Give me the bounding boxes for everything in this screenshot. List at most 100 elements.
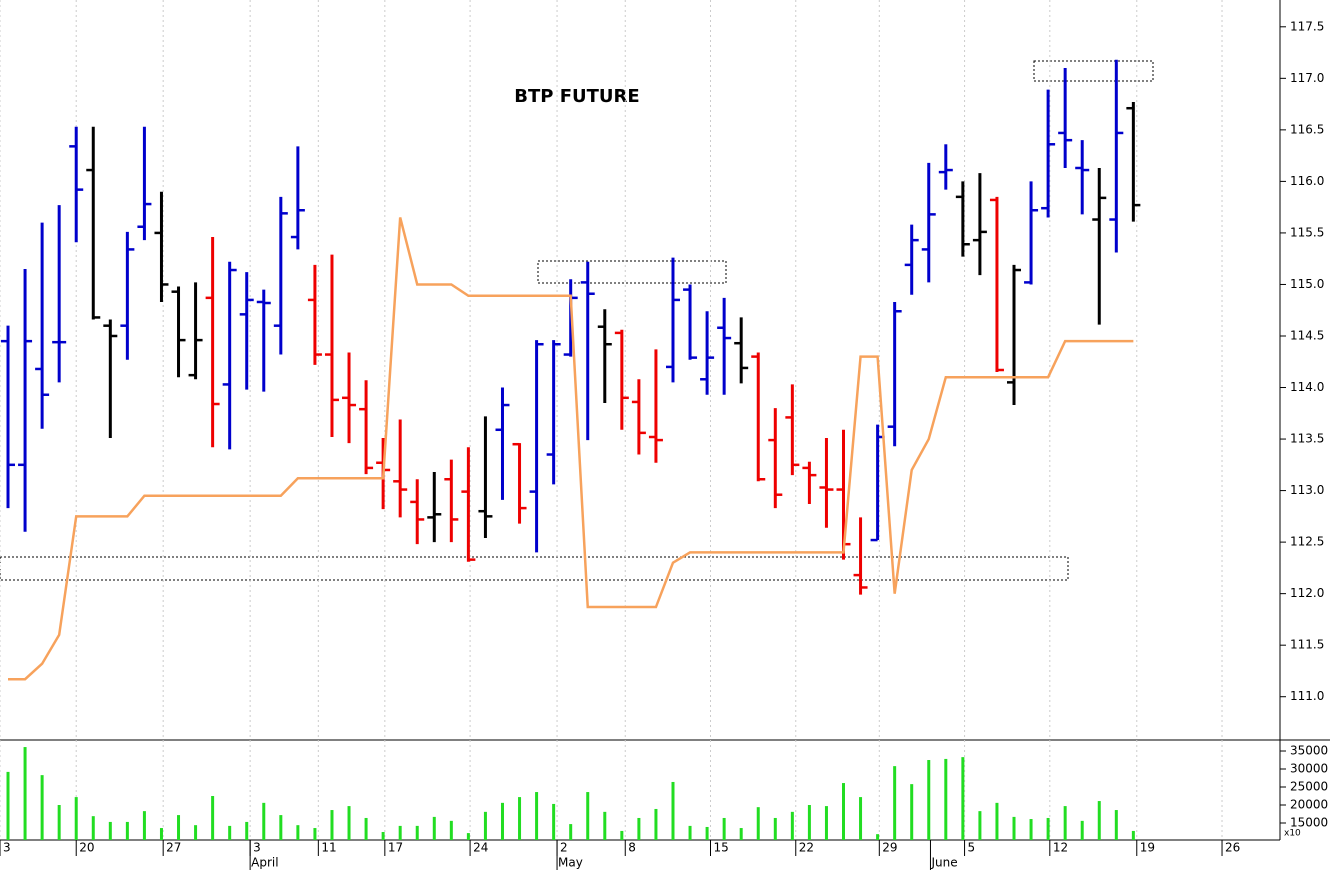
volume-bar [569, 824, 573, 840]
y-tick-label: 117.5 [1290, 19, 1324, 33]
x-tick-label: 19 [1140, 841, 1155, 855]
volume-bar [842, 783, 846, 840]
volume-bar [756, 807, 760, 840]
volume-bar [1080, 820, 1084, 840]
volume-bar [773, 817, 777, 840]
volume-bar [347, 806, 351, 840]
x-tick-label: 29 [882, 841, 897, 855]
volume-bar [637, 817, 641, 840]
volume-note: x10 [1284, 829, 1301, 839]
volume-bar [1097, 801, 1101, 840]
volume-bar [1114, 810, 1118, 840]
volume-bar [466, 833, 470, 840]
y-tick-label: 111.5 [1290, 638, 1324, 652]
volume-bar [500, 802, 504, 840]
volume-bar [296, 825, 300, 840]
volume-bar [1131, 830, 1135, 840]
month-label: June [930, 856, 957, 870]
volume-bar [398, 825, 402, 840]
volume-bar [807, 805, 811, 840]
volume-bar [432, 816, 436, 840]
volume-bar [961, 757, 965, 840]
x-tick-label: 20 [79, 841, 94, 855]
x-tick-label: 5 [968, 841, 976, 855]
volume-bar [790, 811, 794, 840]
x-tick-label: 27 [166, 841, 181, 855]
y-tick-label: 20000 [1290, 798, 1328, 812]
volume-bar [824, 806, 828, 840]
volume-bar [449, 820, 453, 840]
y-tick-label: 113.0 [1290, 483, 1324, 497]
x-tick-label: 11 [321, 841, 336, 855]
y-tick-label: 116.5 [1290, 122, 1324, 136]
volume-bar [228, 825, 232, 840]
zone-box [1033, 60, 1154, 82]
volume-bar [603, 811, 607, 840]
y-tick-label: 115.0 [1290, 277, 1324, 291]
zone-box [0, 556, 1069, 581]
volume-bar [159, 828, 163, 840]
x-tick-label: 3 [3, 841, 11, 855]
volume-bar [262, 802, 266, 840]
volume-bar [142, 811, 146, 840]
x-tick-label: 8 [628, 841, 636, 855]
volume-bar [483, 811, 487, 840]
volume-bar [364, 817, 368, 840]
x-tick-label: 26 [1225, 841, 1240, 855]
volume-bar [705, 826, 709, 840]
volume-bar [245, 821, 249, 840]
volume-bar [927, 760, 931, 840]
x-tick-label: 15 [714, 841, 729, 855]
x-tick-label: 2 [560, 841, 568, 855]
y-tick-label: 117.0 [1290, 71, 1324, 85]
y-tick-label: 25000 [1290, 780, 1328, 794]
y-tick-label: 30000 [1290, 762, 1328, 776]
volume-bar [620, 830, 624, 840]
x-tick-label: 22 [799, 841, 814, 855]
volume-bar [518, 797, 522, 840]
x-tick-label: 24 [473, 841, 488, 855]
volume-bar [108, 821, 112, 840]
y-tick-label: 35000 [1290, 744, 1328, 758]
month-label: May [558, 856, 583, 870]
volume-bar [944, 758, 948, 840]
x-tick-label: 17 [388, 841, 403, 855]
volume-bar [1012, 816, 1016, 840]
volume-bar [859, 797, 863, 840]
x-tick-label: 3 [253, 841, 261, 855]
y-tick-label: 15000 [1290, 816, 1328, 830]
volume-bar [194, 825, 198, 840]
volume-bar [739, 828, 743, 840]
volume-bar [211, 796, 215, 840]
volume-bar [978, 811, 982, 840]
volume-bar [535, 792, 539, 840]
y-tick-label: 114.5 [1290, 328, 1324, 342]
zone-box [537, 260, 727, 284]
volume-bar [586, 792, 590, 840]
volume-bar [177, 815, 181, 840]
month-label: April [251, 856, 278, 870]
y-tick-label: 113.5 [1290, 432, 1324, 446]
volume-bar [688, 825, 692, 840]
volume-bar [23, 747, 27, 840]
y-tick-label: 112.0 [1290, 586, 1324, 600]
y-tick-label: 111.0 [1290, 689, 1324, 703]
indicator-line [8, 217, 1134, 681]
volume-bar [125, 821, 129, 840]
volume-bar [91, 816, 95, 840]
volume-bar [671, 781, 675, 840]
y-tick-label: 114.0 [1290, 380, 1324, 394]
volume-bar [995, 802, 999, 840]
y-tick-label: 115.5 [1290, 225, 1324, 239]
volume-bar [1046, 817, 1050, 840]
volume-bar [381, 832, 385, 840]
volume-bar [415, 825, 419, 840]
volume-bar [6, 771, 10, 840]
x-tick-label: 12 [1053, 841, 1068, 855]
volume-bar [313, 828, 317, 840]
volume-bar [893, 766, 897, 840]
y-tick-label: 116.0 [1290, 174, 1324, 188]
volume-bar [1029, 819, 1033, 840]
volume-bar [910, 784, 914, 840]
